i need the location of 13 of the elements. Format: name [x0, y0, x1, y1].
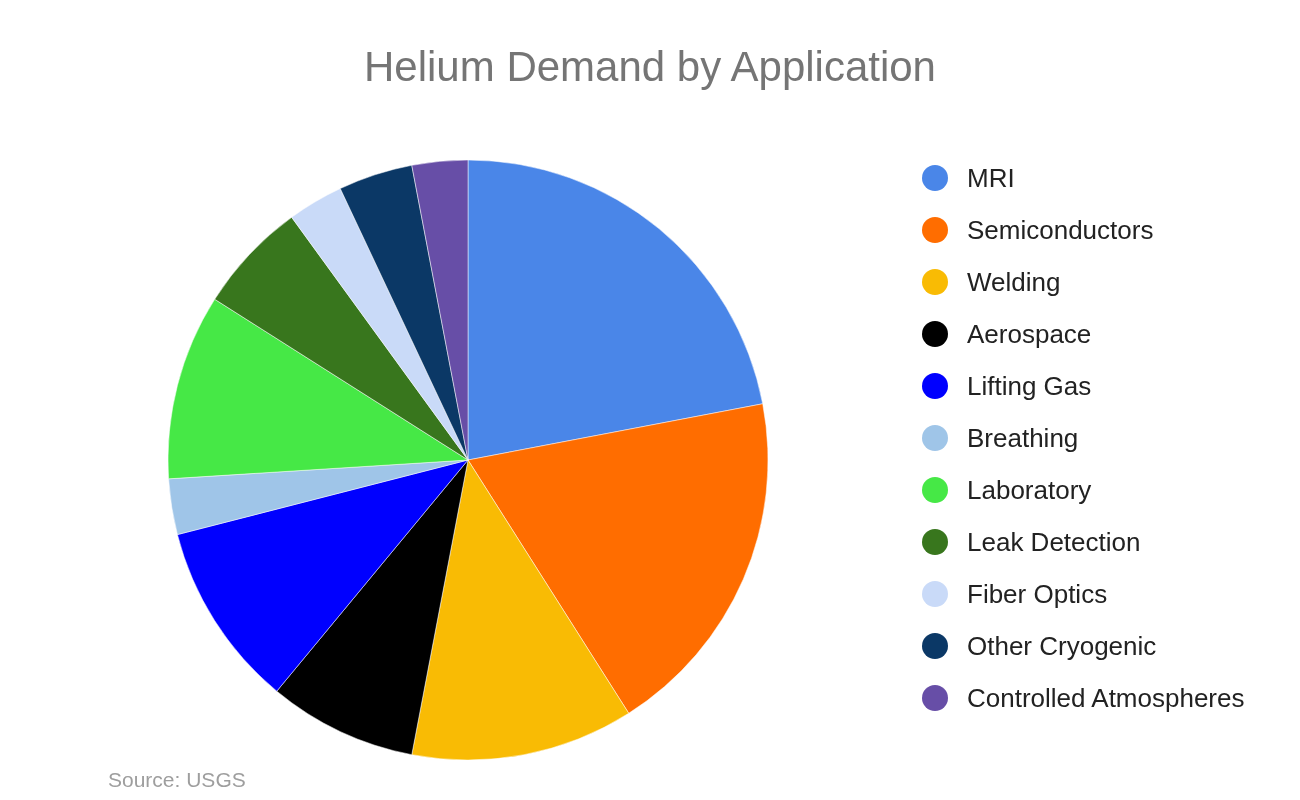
- legend-label: Breathing: [967, 423, 1079, 454]
- legend-label: Welding: [967, 267, 1061, 298]
- source-note: Source: USGS: [108, 768, 246, 792]
- legend-label: Laboratory: [967, 475, 1092, 506]
- legend-label: Lifting Gas: [967, 371, 1092, 402]
- legend-label: Leak Detection: [967, 527, 1141, 558]
- legend-label: Semiconductors: [967, 215, 1154, 246]
- chart-title: Helium Demand by Application: [364, 42, 936, 90]
- legend-label: Other Cryogenic: [967, 631, 1157, 662]
- legend-label: Controlled Atmospheres: [967, 683, 1245, 714]
- legend-label: MRI: [967, 163, 1015, 194]
- legend-label: Aerospace: [967, 319, 1092, 350]
- legend-label: Fiber Optics: [967, 579, 1108, 610]
